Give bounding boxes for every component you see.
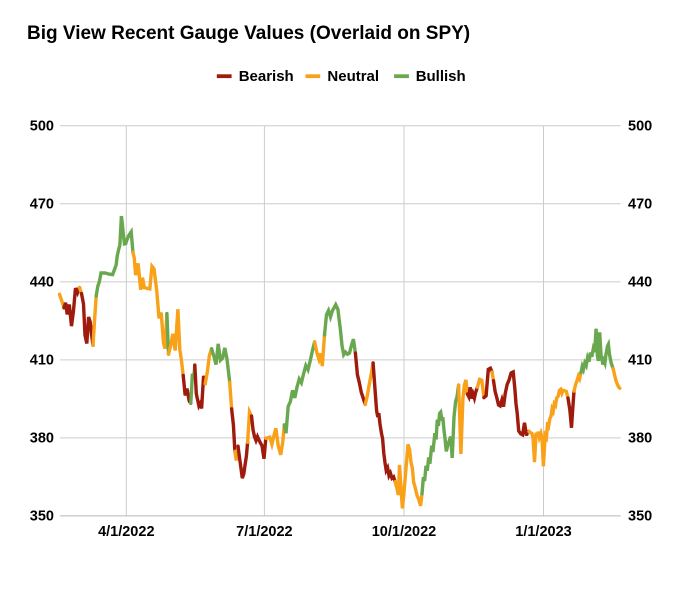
svg-text:470: 470 — [628, 197, 652, 213]
svg-text:500: 500 — [30, 119, 54, 135]
svg-text:380: 380 — [30, 431, 54, 447]
svg-text:500: 500 — [628, 119, 652, 135]
svg-text:440: 440 — [628, 275, 652, 291]
svg-text:10/1/2022: 10/1/2022 — [372, 524, 437, 540]
svg-text:Bearish: Bearish — [239, 68, 294, 85]
svg-text:350: 350 — [30, 509, 54, 525]
svg-text:380: 380 — [628, 431, 652, 447]
svg-text:410: 410 — [30, 353, 54, 369]
svg-text:410: 410 — [628, 353, 652, 369]
svg-text:Big View Recent Gauge Values (: Big View Recent Gauge Values (Overlaid o… — [27, 23, 470, 44]
svg-text:Neutral: Neutral — [327, 68, 379, 85]
svg-text:Bullish: Bullish — [416, 68, 466, 85]
svg-text:4/1/2022: 4/1/2022 — [98, 524, 154, 540]
svg-text:440: 440 — [30, 275, 54, 291]
svg-text:7/1/2022: 7/1/2022 — [236, 524, 292, 540]
svg-text:470: 470 — [30, 197, 54, 213]
svg-text:1/1/2023: 1/1/2023 — [515, 524, 571, 540]
svg-text:350: 350 — [628, 509, 652, 525]
